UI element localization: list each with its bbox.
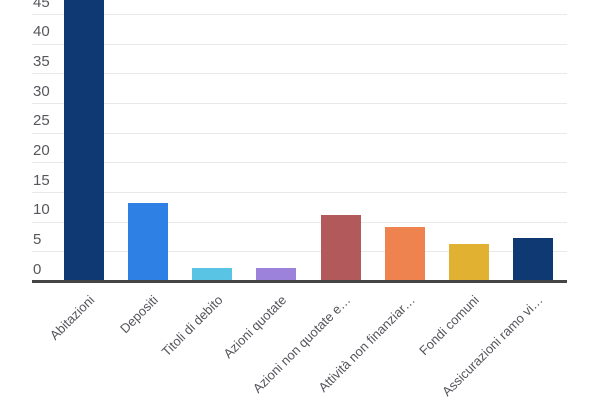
x-axis-category-label: Depositi [117,292,162,337]
gridline [32,192,567,193]
y-axis-tick-label: 35 [33,52,50,70]
bar-fondi-comuni[interactable] [448,244,489,280]
gridline [32,162,567,164]
x-axis-category-label: Abitazioni [46,292,97,343]
bar-assicurazioni-ramo-vi[interactable] [512,238,553,280]
y-axis-tick-label: 20 [33,141,50,159]
gridline [32,14,567,15]
bar-abitazioni[interactable] [64,0,104,280]
bar-attivit-non-finanziar[interactable] [384,226,425,280]
x-axis-line [32,280,567,283]
gridline [32,132,567,134]
y-axis-tick-label: 0 [33,260,42,278]
y-axis-tick-label: 15 [33,171,50,189]
gridline [32,103,567,104]
gridline [32,251,567,253]
y-axis-tick-label: 45 [33,0,50,11]
gridline [32,73,567,75]
x-axis-category-label: Azioni quotate [220,292,290,362]
y-axis-tick-label: 25 [33,112,50,130]
bar-azioni-quotate[interactable] [256,268,297,280]
bar-azioni-non-quotate-e[interactable] [320,214,361,280]
x-axis-category-label: Fondi comuni [415,292,482,359]
bar-depositi[interactable] [128,202,169,280]
y-axis-tick-label: 10 [33,201,50,219]
y-axis-tick-label: 30 [33,82,50,100]
gridline [32,43,567,45]
bar-titoli-di-debito[interactable] [192,268,233,280]
gridline [32,221,567,223]
y-axis-tick-label: 40 [33,23,50,41]
x-axis-category-label: Titoli di debito [158,292,226,360]
y-axis-tick-label: 5 [33,230,42,248]
